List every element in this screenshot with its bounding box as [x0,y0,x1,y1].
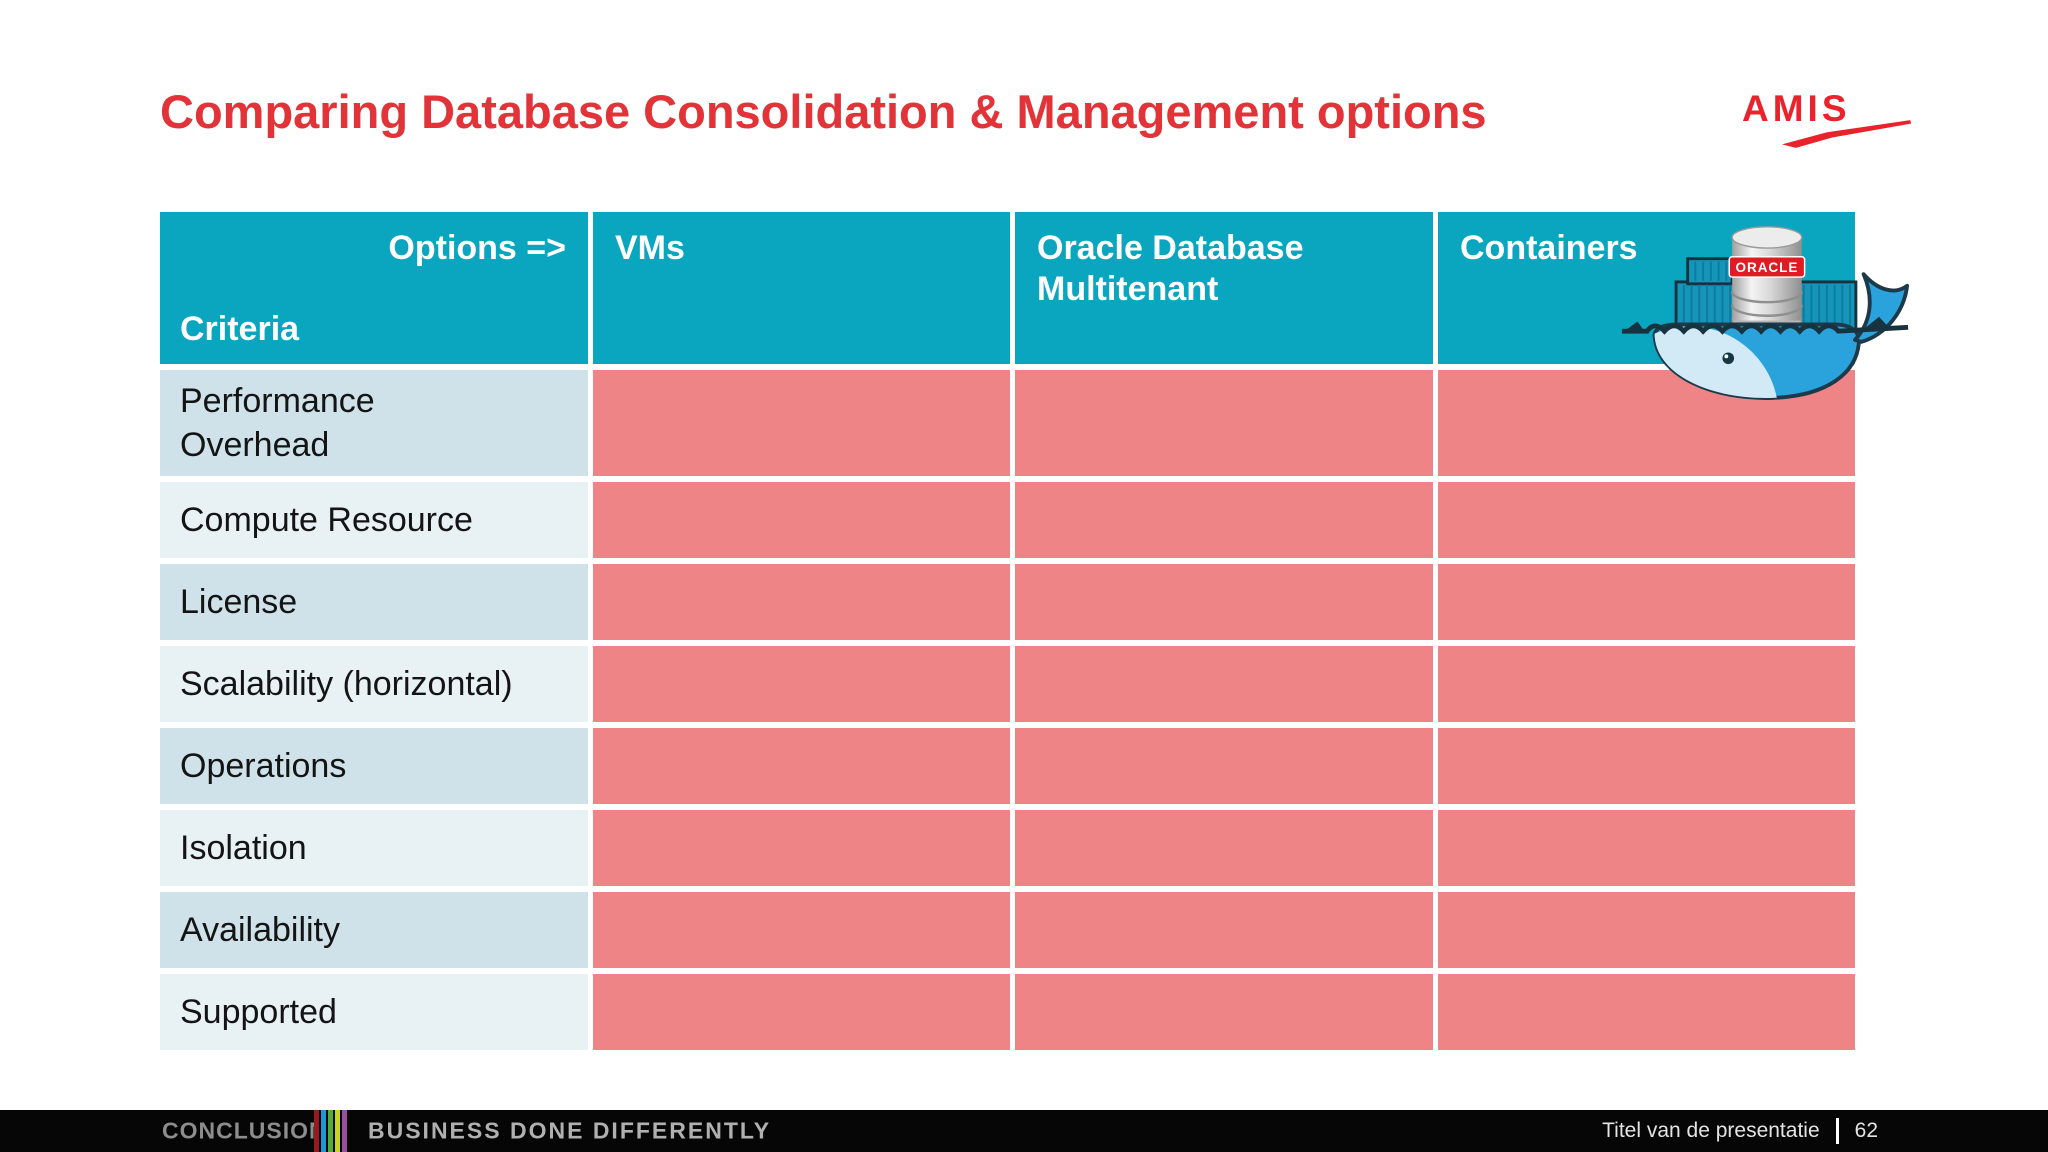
empty-value-cell [1015,564,1433,640]
criteria-row-label: Supported [160,974,588,1050]
column-header-oracle-multitenant: Oracle Database Multitenant [1015,212,1433,364]
empty-value-cell [1015,482,1433,558]
empty-value-cell [593,370,1010,476]
brand-stripe [328,1110,333,1152]
empty-value-cell [1438,646,1855,722]
empty-value-cell [1015,370,1433,476]
presentation-title: Titel van de presentatie [1602,1119,1820,1142]
footer-separator [1835,1118,1839,1144]
empty-value-cell [593,810,1010,886]
brand-stripe [342,1110,347,1152]
brand-stripe [321,1110,326,1152]
empty-value-cell [1015,892,1433,968]
criteria-row-label: Scalability (horizontal) [160,646,588,722]
empty-value-cell [593,892,1010,968]
empty-value-cell [593,728,1010,804]
brand-stripe [335,1110,340,1152]
empty-value-cell [1438,892,1855,968]
footer-bar: CONCLUSION BUSINESS DONE DIFFERENTLY Tit… [0,1110,2048,1152]
criteria-row-label: Compute Resource [160,482,588,558]
criteria-row-label: Performance Overhead [160,370,588,476]
empty-value-cell [1015,728,1433,804]
criteria-axis-label: Criteria [180,310,300,349]
oracle-label: ORACLE [1735,260,1798,275]
criteria-row-label: License [160,564,588,640]
table-corner-header: Options => Criteria [160,212,588,364]
brand-stripe [314,1110,319,1152]
footer-right-group: Titel van de presentatie 62 [1602,1110,1878,1152]
empty-value-cell [1438,728,1855,804]
empty-value-cell [593,646,1010,722]
criteria-row-label: Operations [160,728,588,804]
column-header-vms: VMs [593,212,1010,364]
empty-value-cell [1438,564,1855,640]
empty-value-cell [1015,810,1433,886]
page-number: 62 [1854,1119,1878,1142]
empty-value-cell [1438,810,1855,886]
empty-value-cell [593,564,1010,640]
footer-tagline: BUSINESS DONE DIFFERENTLY [368,1117,772,1144]
options-axis-label: Options => [388,229,566,267]
empty-value-cell [1438,974,1855,1050]
footer-stripes [314,1110,347,1152]
comparison-table: Options => Criteria VMs Oracle Database … [160,212,1855,1050]
amis-logo: AMIS [1742,88,1912,152]
footer-brand-conclusion: CONCLUSION [162,1117,327,1144]
empty-value-cell [1438,482,1855,558]
slide-title: Comparing Database Consolidation & Manag… [160,85,1487,138]
amis-swoosh-icon [1782,120,1912,148]
criteria-row-label: Isolation [160,810,588,886]
amis-logo-text: AMIS [1742,88,1851,129]
docker-whale-oracle-illustration: ORACLE [1620,216,1910,400]
empty-value-cell [593,974,1010,1050]
criteria-row-label: Availability [160,892,588,968]
empty-value-cell [593,482,1010,558]
empty-value-cell [1015,974,1433,1050]
empty-value-cell [1015,646,1433,722]
